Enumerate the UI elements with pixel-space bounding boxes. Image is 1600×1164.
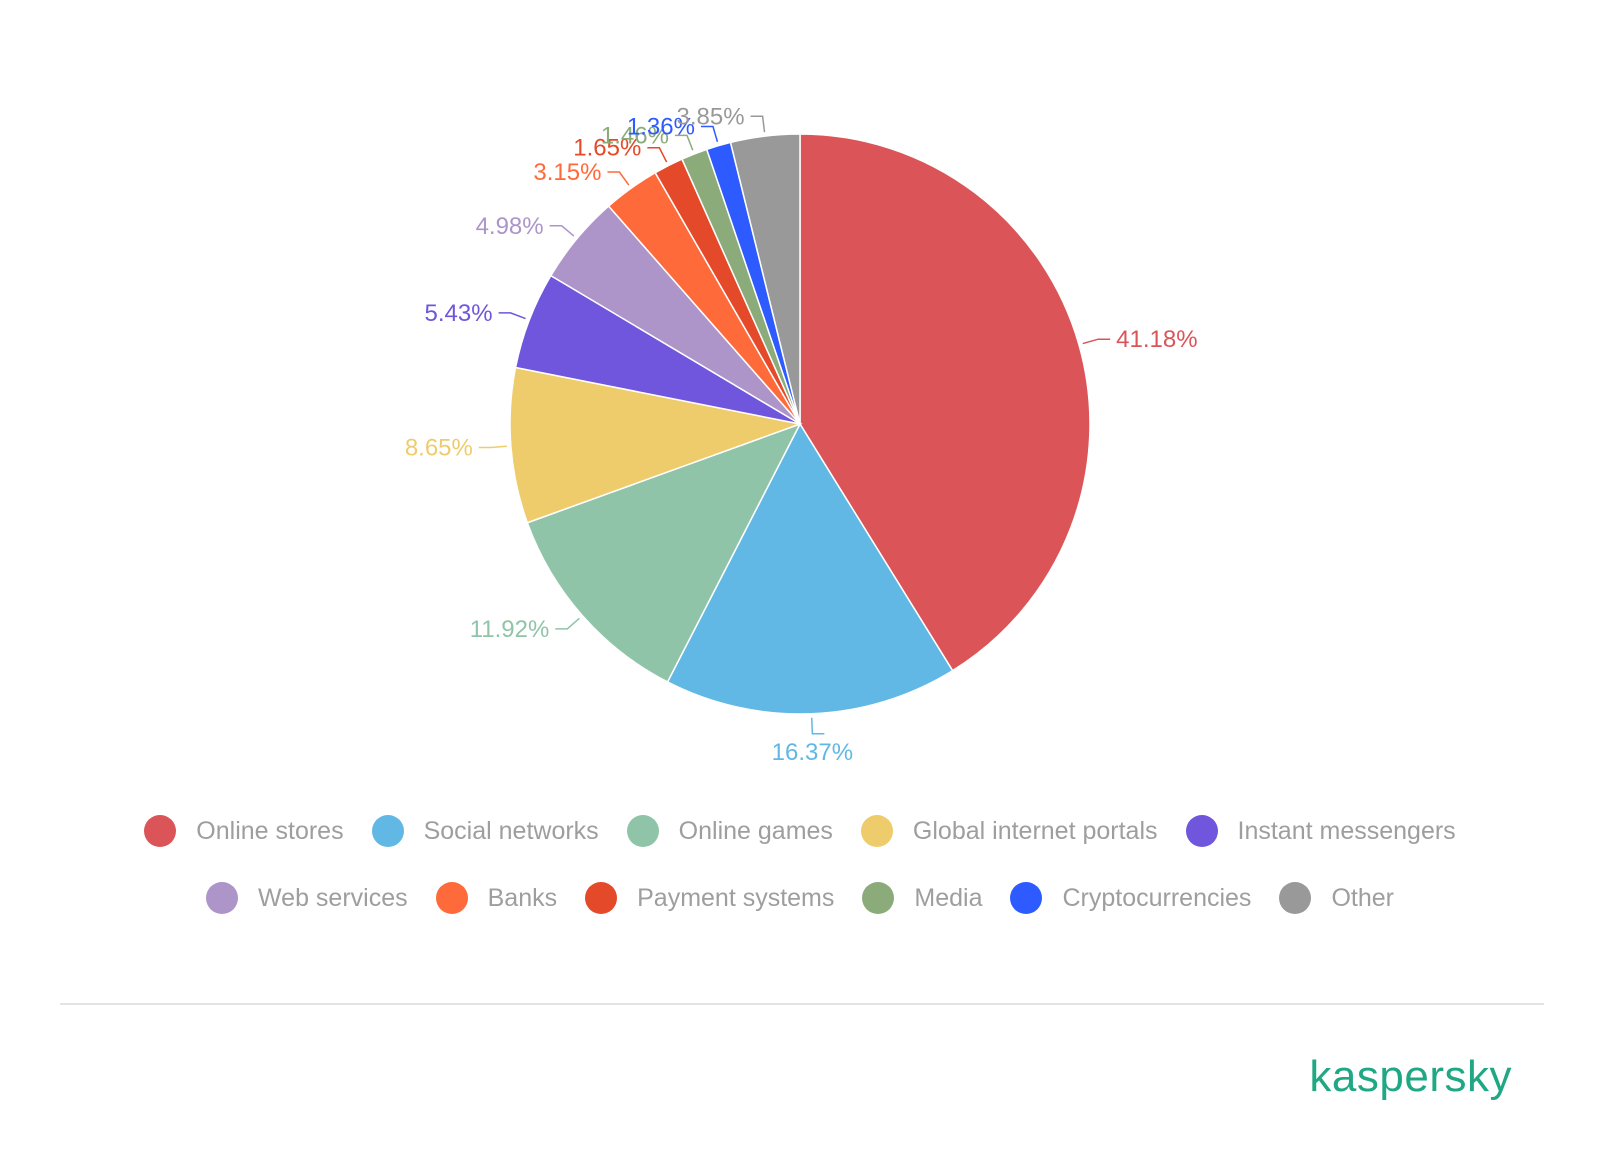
leader-line-online-stores: [1082, 338, 1111, 345]
legend-label: Cryptocurrencies: [1062, 883, 1252, 912]
legend-item-cryptocurrencies: Cryptocurrencies: [1010, 882, 1251, 914]
divider: [60, 1003, 1544, 1005]
leader-line-other: [750, 115, 766, 133]
data-label-payment-systems: 1.65%: [573, 135, 641, 162]
legend-item-banks: Banks: [435, 882, 558, 914]
legend-swatch: [626, 815, 659, 847]
legend-swatch: [1279, 882, 1312, 914]
legend-item-other: Other: [1279, 882, 1394, 914]
legend-item-instant-messengers: Instant messengers: [1185, 815, 1456, 847]
data-label-global-internet-portals: 8.65%: [405, 434, 473, 461]
leader-line-instant-messengers: [498, 312, 526, 320]
leader-line-global-internet-portals: [478, 445, 507, 449]
data-label-web-services: 4.98%: [476, 213, 544, 240]
leader-line-cryptocurrencies: [700, 125, 719, 143]
legend-label: Global internet portals: [912, 816, 1158, 845]
data-label-media: 1.46%: [601, 122, 669, 149]
legend-label: Banks: [487, 883, 558, 912]
data-label-other: 3.85%: [677, 103, 745, 130]
legend-swatch: [1185, 815, 1218, 847]
legend-label: Media: [914, 883, 983, 912]
leader-line-social-networks: [810, 717, 825, 735]
leader-line-online-games: [555, 617, 580, 630]
data-label-social-networks: 16.37%: [772, 739, 853, 766]
leader-line-media: [674, 134, 694, 151]
data-label-online-games: 11.92%: [470, 616, 550, 643]
legend-item-web-services: Web services: [206, 882, 408, 914]
pie-slice-online-stores: [799, 133, 1091, 672]
leader-line-web-services: [549, 225, 575, 237]
legend-label: Web services: [258, 883, 408, 912]
data-label-online-stores: 41.18%: [1116, 326, 1197, 353]
legend-label: Other: [1331, 883, 1394, 912]
kaspersky-logo: kaspersky: [1309, 1052, 1512, 1101]
legend-swatch: [206, 882, 239, 914]
legend-row-1: Online stores Social networks Online games…: [0, 815, 1600, 847]
pie-slice-online-games: [526, 422, 802, 683]
legend-swatch: [435, 882, 468, 914]
legend-label: Social networks: [423, 816, 599, 845]
legend-swatch: [862, 882, 895, 914]
legend-item-media: Media: [862, 882, 982, 914]
legend-item-social-networks: Social networks: [371, 815, 599, 847]
legend-swatch: [1010, 882, 1043, 914]
legend-label: Payment systems: [637, 883, 835, 912]
legend-item-global-internet-portals: Global internet portals: [860, 815, 1158, 847]
leader-line-payment-systems: [647, 146, 668, 163]
legend-swatch: [585, 882, 618, 914]
legend-item-online-stores: Online stores: [144, 815, 344, 847]
data-label-cryptocurrencies: 1.36%: [627, 113, 695, 140]
pie-chart: 41.18%16.37%11.92%8.65%5.43%4.98%3.15%1.…: [405, 103, 1198, 766]
pie-slice-global-internet-portals: [509, 366, 803, 524]
legend-item-online-games: Online games: [626, 815, 833, 847]
legend-row-2: Web services Banks Payment systems Media Cry…: [0, 882, 1600, 914]
legend-label: Instant messengers: [1237, 816, 1456, 845]
legend-swatch: [371, 815, 404, 847]
pie-slice-other: [729, 133, 801, 425]
legend-label: Online stores: [196, 816, 344, 845]
data-label-instant-messengers: 5.43%: [425, 300, 493, 327]
legend-swatch: [144, 815, 177, 847]
data-label-banks: 3.15%: [533, 159, 601, 186]
legend-label: Online games: [678, 816, 833, 845]
legend-item-payment-systems: Payment systems: [585, 882, 834, 914]
pie-slice-social-networks: [666, 422, 954, 715]
legend-swatch: [860, 815, 893, 847]
leader-line-banks: [607, 171, 630, 186]
